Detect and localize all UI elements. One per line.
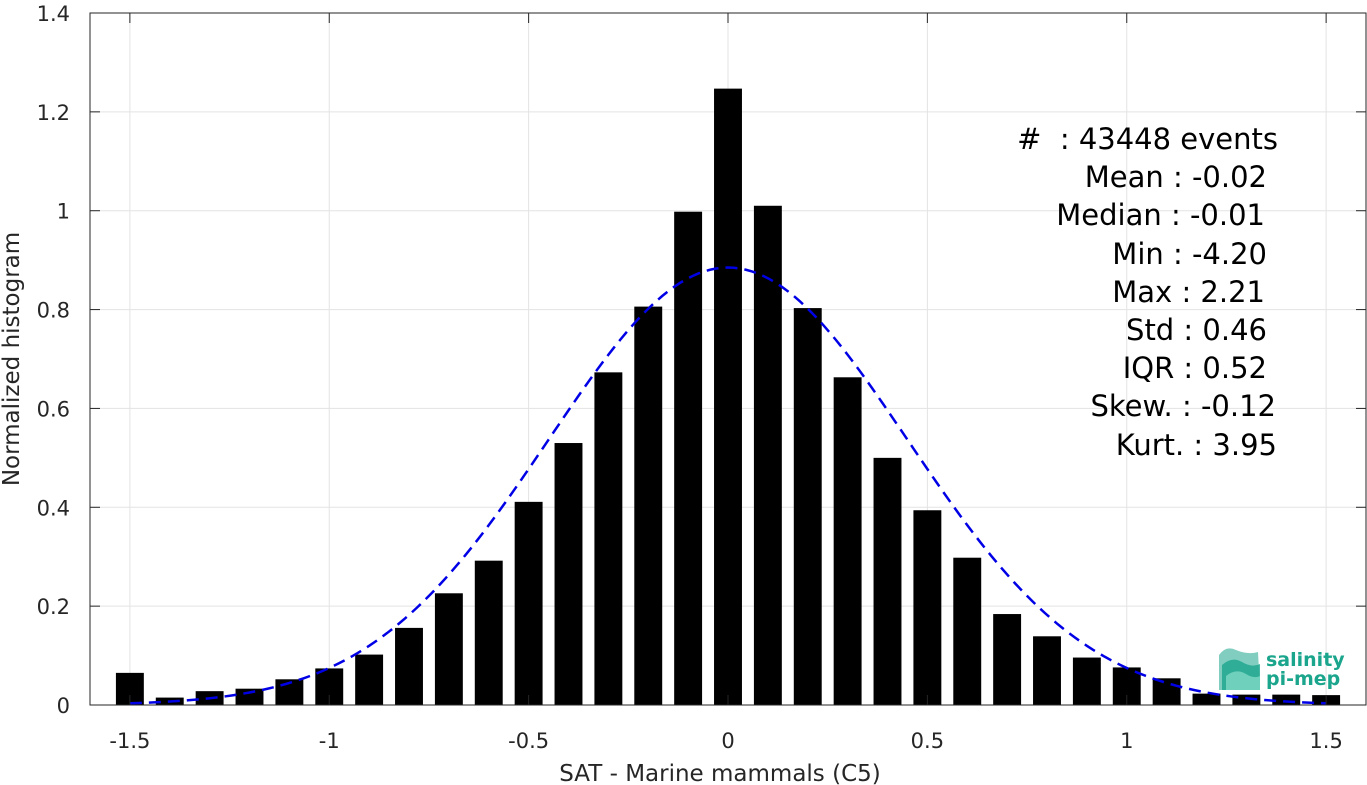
histogram-bar [235, 688, 264, 705]
histogram-bar [993, 614, 1022, 705]
histogram-bar [1152, 678, 1181, 705]
histogram-bar [1192, 693, 1221, 705]
histogram-bar [594, 372, 623, 705]
x-tick-label: 0 [721, 729, 734, 753]
x-tick-label: 1.5 [1309, 729, 1342, 753]
histogram-bar [714, 88, 742, 705]
x-tick-label: -0.5 [508, 729, 549, 753]
y-axis-label: Normalized histogram [0, 232, 25, 486]
x-axis-label: SAT - Marine mammals (C5) [559, 761, 881, 785]
x-axis-ticks: -1.5 -1 -0.5 0 0.5 1 1.5 [109, 13, 1343, 753]
y-tick-label: 0.4 [37, 496, 70, 520]
histogram-bar [554, 443, 583, 705]
y-tick-label: 0.2 [37, 595, 70, 619]
x-tick-label: 0.5 [911, 729, 944, 753]
stat-min: Min : -4.20 [1112, 237, 1267, 271]
histogram-bar [634, 306, 663, 705]
histogram-bar [1232, 694, 1261, 705]
y-tick-label: 0.8 [37, 299, 70, 323]
y-tick-label: 1 [57, 200, 70, 224]
logo-line-salinity: salinity [1266, 649, 1345, 671]
stat-mean: Mean : -0.02 [1085, 160, 1267, 194]
histogram-bar [793, 308, 822, 705]
gaussian-fit-curve [129, 266, 1327, 705]
y-tick-label: 0.6 [37, 397, 70, 421]
histogram-bar [474, 560, 503, 705]
wave-logo-icon [1219, 648, 1260, 690]
logo-line-pi-mep: pi-mep [1266, 668, 1340, 690]
y-tick-label: 1.2 [37, 101, 70, 125]
histogram-bar [395, 627, 423, 705]
histogram-bar [355, 654, 384, 705]
histogram-bar [674, 211, 703, 705]
histogram-bar [873, 457, 902, 705]
histogram-bar [1033, 636, 1061, 705]
stat-max: Max : 2.21 [1112, 275, 1265, 309]
salinity-pi-mep-logo: salinity pi-mep [1219, 648, 1345, 690]
stat-std: Std : 0.46 [1126, 313, 1267, 347]
histogram-bar [514, 501, 543, 705]
stat-iqr: IQR : 0.52 [1123, 351, 1267, 385]
stat-median: Median : -0.01 [1056, 198, 1265, 232]
histogram-bar [1072, 657, 1101, 705]
y-tick-label: 1.4 [37, 2, 70, 26]
x-tick-label: -1.5 [109, 729, 150, 753]
statistics-box: # : 43448 events Mean : -0.02 Median : -… [1017, 122, 1278, 462]
stat-skew: Skew. : -0.12 [1090, 389, 1276, 423]
stat-kurt: Kurt. : 3.95 [1116, 428, 1277, 462]
x-tick-label: -1 [319, 729, 340, 753]
histogram-bar [833, 377, 862, 705]
histogram-bar [1272, 694, 1301, 705]
x-tick-label: 1 [1120, 729, 1133, 753]
histogram-bar [953, 557, 982, 705]
stat-events: # : 43448 events [1017, 122, 1278, 156]
histogram-bar [913, 510, 942, 705]
histogram-bar [753, 205, 782, 705]
y-axis-ticks: 0 0.2 0.4 0.6 0.8 1 1.2 1.4 [37, 2, 1366, 718]
y-tick-label: 0 [57, 694, 70, 718]
histogram-bar [434, 593, 463, 705]
